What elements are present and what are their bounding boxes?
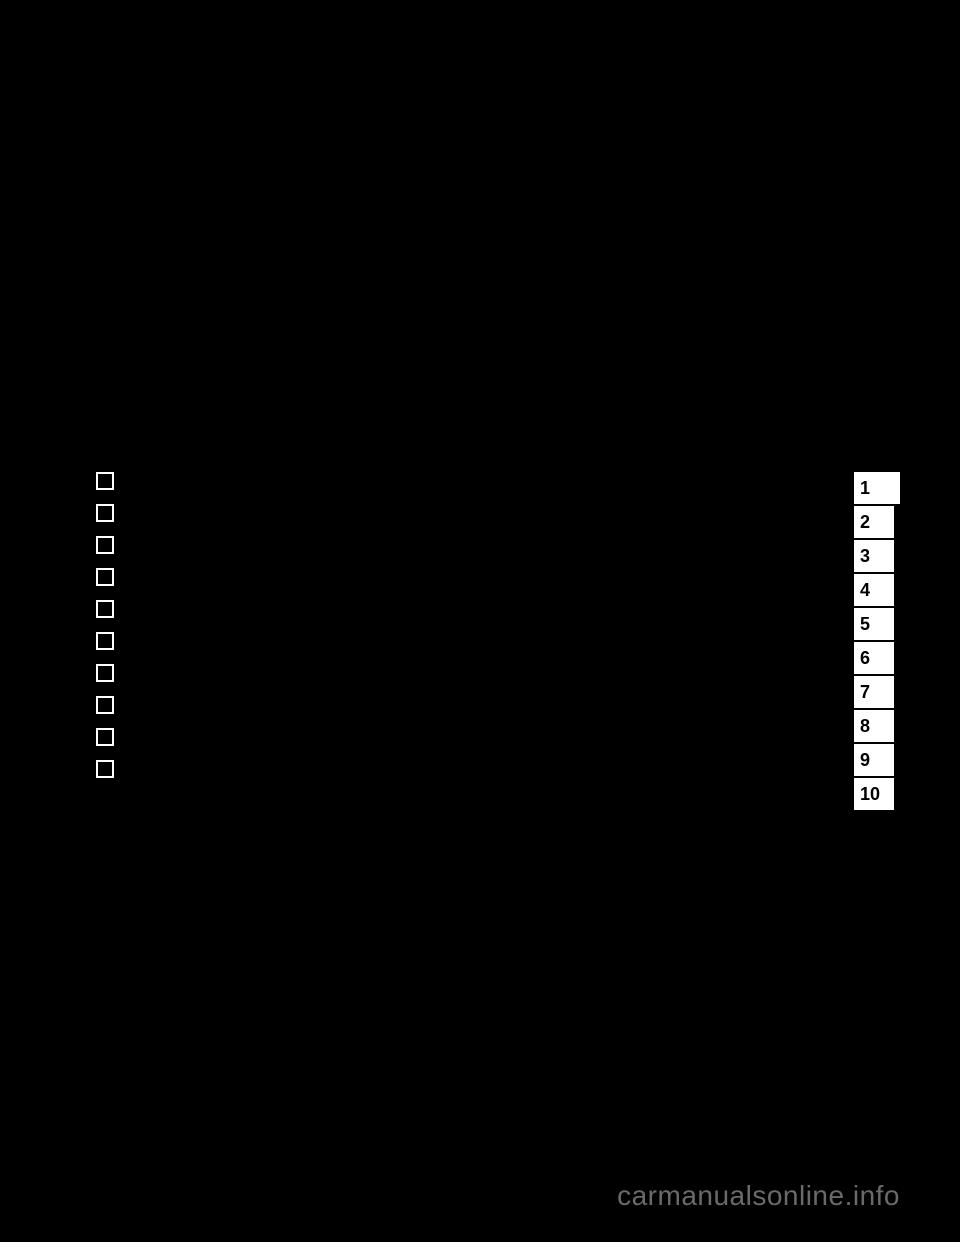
- tab-10[interactable]: 10: [854, 778, 894, 812]
- tab-label: 8: [860, 716, 870, 737]
- section-tabs: 1 2 3 4 5 6 7 8 9 10: [854, 472, 900, 812]
- checkbox-item: [96, 504, 114, 522]
- tab-label: 2: [860, 512, 870, 533]
- checkbox-column: [96, 472, 114, 778]
- tab-2[interactable]: 2: [854, 506, 894, 540]
- tab-8[interactable]: 8: [854, 710, 894, 744]
- checkbox-item: [96, 696, 114, 714]
- checkbox-item: [96, 472, 114, 490]
- tab-label: 4: [860, 580, 870, 601]
- tab-label: 10: [860, 784, 880, 805]
- checkbox-item: [96, 568, 114, 586]
- tab-label: 1: [860, 478, 870, 499]
- checkbox-item: [96, 760, 114, 778]
- tab-label: 5: [860, 614, 870, 635]
- tab-1[interactable]: 1: [854, 472, 900, 506]
- tab-6[interactable]: 6: [854, 642, 894, 676]
- tab-label: 3: [860, 546, 870, 567]
- tab-7[interactable]: 7: [854, 676, 894, 710]
- tab-5[interactable]: 5: [854, 608, 894, 642]
- tab-label: 9: [860, 750, 870, 771]
- tab-label: 7: [860, 682, 870, 703]
- tab-3[interactable]: 3: [854, 540, 894, 574]
- checkbox-item: [96, 728, 114, 746]
- checkbox-item: [96, 536, 114, 554]
- checkbox-item: [96, 600, 114, 618]
- checkbox-item: [96, 632, 114, 650]
- watermark-text: carmanualsonline.info: [617, 1180, 900, 1212]
- tab-9[interactable]: 9: [854, 744, 894, 778]
- checkbox-item: [96, 664, 114, 682]
- tab-label: 6: [860, 648, 870, 669]
- tab-4[interactable]: 4: [854, 574, 894, 608]
